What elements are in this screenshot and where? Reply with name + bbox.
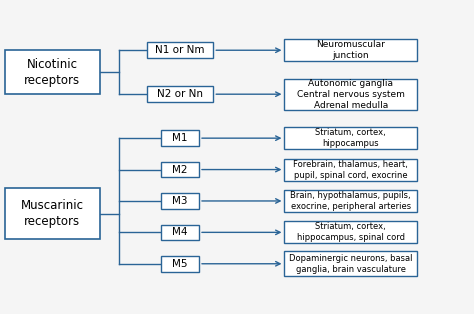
Text: Forebrain, thalamus, heart,
pupil, spinal cord, exocrine: Forebrain, thalamus, heart, pupil, spina… <box>293 160 408 180</box>
Text: M3: M3 <box>173 196 188 206</box>
Text: Dopaminergic neurons, basal
ganglia, brain vasculature: Dopaminergic neurons, basal ganglia, bra… <box>289 254 412 274</box>
Text: Muscarinic
receptors: Muscarinic receptors <box>21 199 83 228</box>
FancyBboxPatch shape <box>5 188 100 239</box>
FancyBboxPatch shape <box>284 221 417 243</box>
FancyBboxPatch shape <box>284 251 417 276</box>
Text: M5: M5 <box>173 259 188 269</box>
FancyBboxPatch shape <box>161 193 199 209</box>
FancyBboxPatch shape <box>284 127 417 149</box>
FancyBboxPatch shape <box>161 130 199 146</box>
FancyBboxPatch shape <box>161 225 199 240</box>
Text: Autonomic ganglia
Central nervous system
Adrenal medulla: Autonomic ganglia Central nervous system… <box>297 78 405 110</box>
Text: Nicotinic
receptors: Nicotinic receptors <box>24 58 80 87</box>
Text: Striatum, cortex,
hippocampus, spinal cord: Striatum, cortex, hippocampus, spinal co… <box>297 222 405 242</box>
Text: M1: M1 <box>173 133 188 143</box>
Text: N2 or Nn: N2 or Nn <box>157 89 203 99</box>
FancyBboxPatch shape <box>284 39 417 61</box>
FancyBboxPatch shape <box>5 50 100 94</box>
Text: M4: M4 <box>173 227 188 237</box>
FancyBboxPatch shape <box>147 86 213 102</box>
FancyBboxPatch shape <box>284 159 417 181</box>
FancyBboxPatch shape <box>147 42 213 58</box>
Text: N1 or Nm: N1 or Nm <box>155 45 205 55</box>
Text: Brain, hypothalamus, pupils,
exocrine, peripheral arteries: Brain, hypothalamus, pupils, exocrine, p… <box>291 191 411 211</box>
FancyBboxPatch shape <box>161 256 199 272</box>
Text: M2: M2 <box>173 165 188 175</box>
FancyBboxPatch shape <box>284 78 417 110</box>
Text: Neuromuscular
junction: Neuromuscular junction <box>316 40 385 60</box>
FancyBboxPatch shape <box>284 190 417 212</box>
Text: Striatum, cortex,
hippocampus: Striatum, cortex, hippocampus <box>315 128 386 148</box>
FancyBboxPatch shape <box>161 162 199 177</box>
